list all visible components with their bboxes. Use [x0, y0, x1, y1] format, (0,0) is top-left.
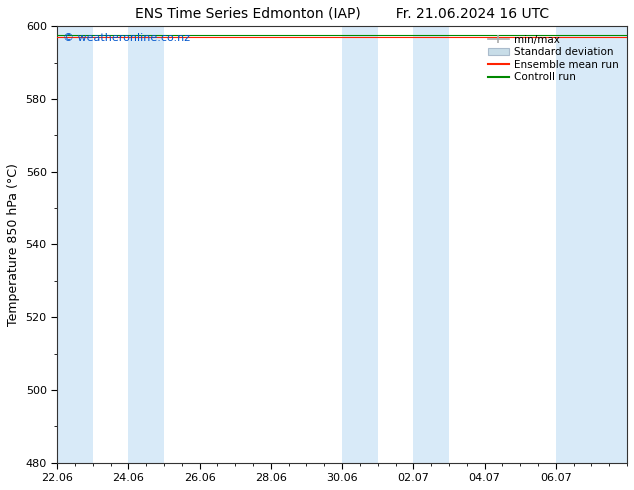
Y-axis label: Temperature 850 hPa (°C): Temperature 850 hPa (°C)	[7, 163, 20, 326]
Bar	[57, 26, 93, 463]
Bar	[342, 26, 378, 463]
Bar	[129, 26, 164, 463]
Legend: min/max, Standard deviation, Ensemble mean run, Controll run: min/max, Standard deviation, Ensemble me…	[485, 31, 622, 86]
Text: © weatheronline.co.nz: © weatheronline.co.nz	[63, 33, 190, 43]
Bar	[556, 26, 627, 463]
Bar	[413, 26, 449, 463]
Title: ENS Time Series Edmonton (IAP)        Fr. 21.06.2024 16 UTC: ENS Time Series Edmonton (IAP) Fr. 21.06…	[135, 7, 549, 21]
